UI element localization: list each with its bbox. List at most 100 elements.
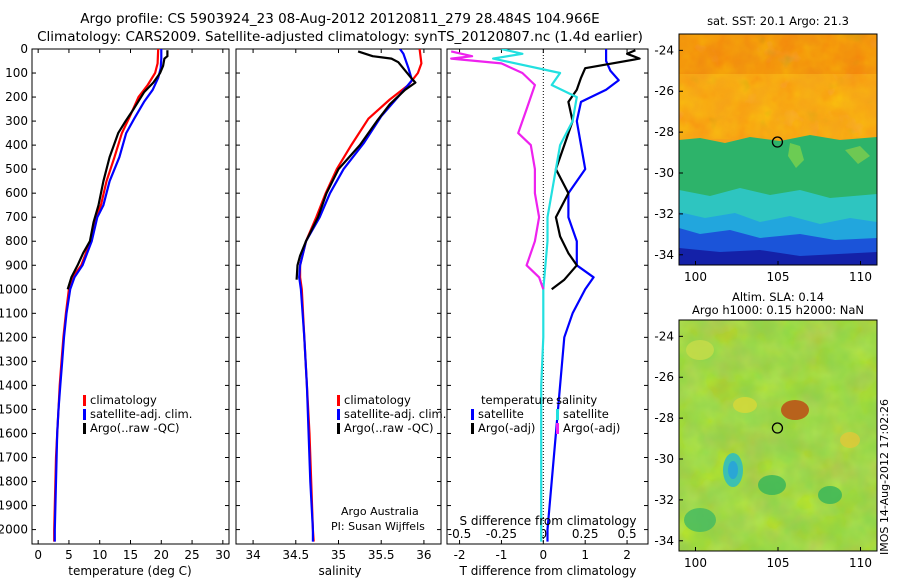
difference-xtick-label: 2	[623, 548, 631, 562]
temperature-xtick-label: 30	[215, 548, 230, 562]
salinity-xtick-label: 35.5	[368, 548, 395, 562]
depth-tick-label: 100	[5, 66, 28, 80]
salinity-legend-swatch	[337, 395, 340, 406]
sst-field	[679, 34, 877, 265]
depth-tick-label: 1500	[0, 402, 28, 416]
salinity-legend-swatch	[337, 409, 340, 420]
salinity-xtick-label: 34.5	[282, 548, 309, 562]
temperature-legend-label: Argo(..raw -QC)	[90, 421, 180, 435]
temperature-xtick-label: 10	[92, 548, 107, 562]
sst-map-panel: sat. SST: 20.1 Argo: 21.3 100 105 110 -24 -2…	[654, 14, 878, 284]
difference-xtick-label: -2	[454, 548, 466, 562]
salinity-diff-tick-label: -0.25	[486, 527, 517, 541]
sst-map-ytick-label: -32	[654, 207, 674, 221]
depth-tick-label: 400	[5, 138, 28, 152]
difference-legend-label: Argo(-adj)	[563, 421, 620, 435]
depth-tick-label: 1000	[0, 282, 28, 296]
salinity-xlabel: salinity	[318, 564, 361, 578]
temperature-line-satellite-adj-clim	[53, 49, 163, 542]
sst-map-ytick-label: -26	[654, 84, 674, 98]
difference-panel: -2 -1 0 1 2 -0.5 -0.25 0 0.25 0.5 S difference fr…	[446, 48, 649, 578]
salinity-xtick-label: 36	[416, 548, 431, 562]
difference-legend-swatch	[471, 423, 474, 434]
annotation-line2: PI: Susan Wijffels	[331, 520, 425, 533]
figure-title-line2: Climatology: CARS2009. Satellite-adjuste…	[37, 29, 643, 45]
depth-tick-label: 200	[5, 90, 28, 104]
temperature-xlabel: temperature (deg C)	[68, 564, 191, 578]
sst-map-ytick-label: -30	[654, 166, 674, 180]
depth-tick-label: 1100	[0, 306, 28, 320]
salinity-diff-tick-label: 0.25	[572, 527, 599, 541]
difference-line-salinity-satellite	[492, 49, 578, 542]
difference-legend-swatch	[556, 423, 559, 434]
difference-line-salinity-argo-adj	[450, 50, 545, 290]
depth-tick-label: 600	[5, 186, 28, 200]
difference-axes-frame	[446, 48, 649, 545]
depth-tick-label: 1800	[0, 475, 28, 489]
sst-map-xtick-label: 105	[767, 270, 790, 284]
temperature-xtick-label: 15	[123, 548, 138, 562]
sla-map-title-line2: Argo h1000: 0.15 h2000: NaN	[692, 303, 864, 317]
salinity-diff-tick-label: 0.5	[618, 527, 637, 541]
figure-title-line1: Argo profile: CS 5903924_23 08-Aug-2012 …	[80, 11, 600, 27]
depth-tick-label: 900	[5, 258, 28, 272]
temperature-panel: 0 5 10 15 20 25 300100200300400500600700800900…	[0, 42, 230, 578]
difference-xlabel: T difference from climatology	[459, 564, 637, 578]
temperature-legend-swatch	[83, 395, 86, 406]
difference-legend: temperaturesatelliteArgo(-adj)salinitysa…	[471, 393, 620, 435]
sla-map-panel: Altim. SLA: 0.14 Argo h1000: 0.15 h2000:…	[654, 290, 878, 570]
depth-tick-label: 1900	[0, 499, 28, 513]
salinity-xtick-label: 34	[245, 548, 260, 562]
temperature-xtick-label: 5	[65, 548, 73, 562]
temperature-legend-label: climatology	[90, 393, 157, 407]
argo-location-marker-sst	[771, 136, 784, 148]
difference-xtick-label: -1	[495, 548, 507, 562]
difference-line-temperature-argo-adj	[551, 49, 641, 291]
temperature-axes-frame	[31, 48, 230, 545]
sst-map-ytick-label: -28	[654, 125, 674, 139]
sla-map-xtick-label: 100	[684, 556, 707, 570]
salinity-axes-frame	[235, 48, 442, 545]
depth-tick-label: 700	[5, 210, 28, 224]
sla-map-title-line1: Altim. SLA: 0.14	[732, 290, 824, 304]
annotation-line1: Argo Australia	[341, 505, 419, 518]
difference-legend-swatch	[556, 409, 559, 420]
sla-field	[679, 320, 877, 551]
salinity-legend-swatch	[337, 423, 340, 434]
depth-tick-label: 2000	[0, 523, 28, 537]
sla-map-ytick-label: -34	[654, 534, 674, 548]
difference-legend-group-title: salinity	[556, 393, 597, 407]
salinity-diff-tick-label: -0.5	[448, 527, 471, 541]
temperature-legend-swatch	[83, 409, 86, 420]
difference-legend-swatch	[471, 409, 474, 420]
salinity-line-argo-raw-qc	[295, 50, 417, 280]
depth-tick-label: 1300	[0, 354, 28, 368]
difference-top-xlabel: S difference from climatology	[460, 514, 637, 528]
depth-tick-label: 300	[5, 114, 28, 128]
depth-tick-label: 500	[5, 162, 28, 176]
depth-tick-label: 800	[5, 234, 28, 248]
temperature-legend-label: satellite-adj. clim.	[90, 407, 192, 421]
sla-map-xtick-label: 105	[767, 556, 790, 570]
difference-legend-label: Argo(-adj)	[478, 421, 535, 435]
sla-map-ytick-label: -28	[654, 411, 674, 425]
temperature-xtick-label: 20	[154, 548, 169, 562]
difference-xtick-label: 0	[539, 548, 547, 562]
depth-tick-label: 1700	[0, 450, 28, 464]
sst-map-xtick-label: 110	[849, 270, 872, 284]
sla-map-ytick-label: -26	[654, 370, 674, 384]
depth-tick-label: 1600	[0, 426, 28, 440]
temperature-line-argo-raw-qc	[66, 50, 169, 290]
sla-map-ytick-label: -24	[654, 329, 674, 343]
difference-legend-group-title: temperature	[481, 393, 553, 407]
temperature-xtick-label: 25	[184, 548, 199, 562]
temperature-xtick-label: 0	[34, 548, 42, 562]
salinity-legend-label: climatology	[344, 393, 411, 407]
imos-timestamp: IMOS 14-Aug-2012 17:02:26	[878, 399, 891, 555]
difference-xtick-label: 1	[581, 548, 589, 562]
sst-map-xtick-label: 100	[684, 270, 707, 284]
argo-location-marker-sla	[771, 422, 784, 434]
salinity-diff-tick-label: 0	[539, 527, 547, 541]
